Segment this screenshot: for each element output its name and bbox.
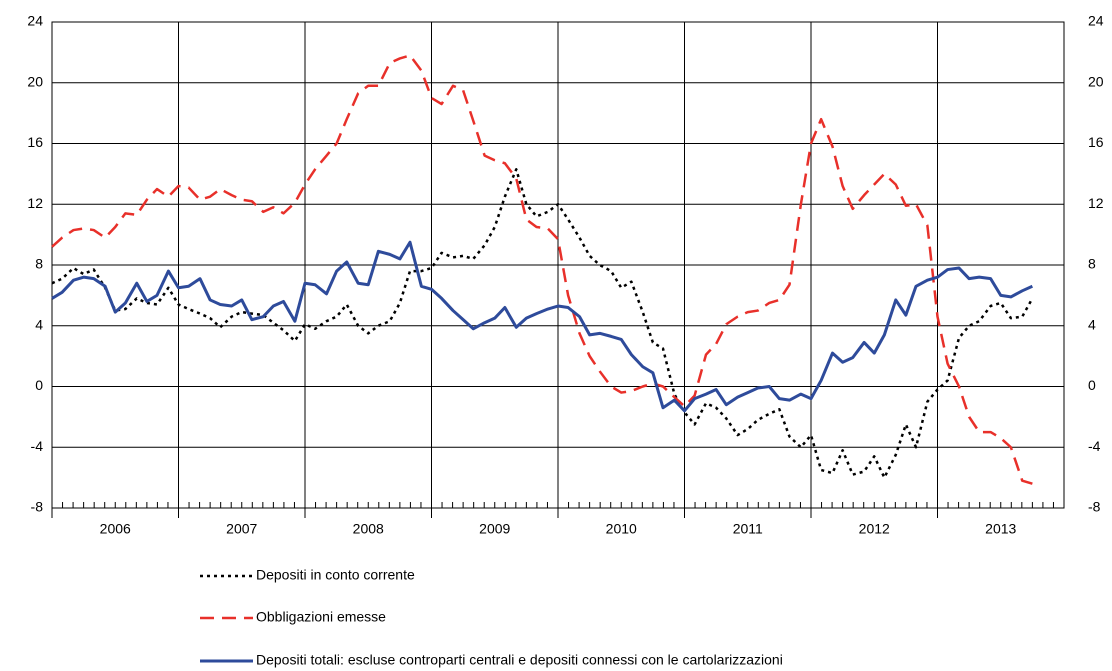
y-tick-label: 8 <box>35 256 43 272</box>
series-line <box>51 168 1034 479</box>
legend-label: Depositi totali: escluse controparti cen… <box>256 652 783 668</box>
y2-tick-label: 4 <box>1088 316 1096 332</box>
y2-tick-label: 20 <box>1088 73 1104 89</box>
y2-tick-label: 0 <box>1088 377 1096 393</box>
y-tick-label: 24 <box>27 13 43 29</box>
y2-tick-label: 12 <box>1088 195 1104 211</box>
y-tick-label: 12 <box>27 195 43 211</box>
legend-label: Depositi in conto corrente <box>256 567 415 583</box>
y-tick-label: 0 <box>35 377 43 393</box>
x-tick-label: 2008 <box>353 521 384 537</box>
x-tick-label: 2011 <box>733 521 763 537</box>
y2-tick-label: 24 <box>1088 13 1104 29</box>
y-tick-label: -4 <box>31 438 44 454</box>
y-tick-label: 4 <box>35 316 43 332</box>
x-tick-label: 2012 <box>859 521 890 537</box>
series-line <box>51 54 1033 485</box>
y2-tick-label: -8 <box>1088 499 1101 515</box>
x-tick-label: 2009 <box>479 521 510 537</box>
y-tick-label: -8 <box>31 499 44 515</box>
y2-tick-label: -4 <box>1088 438 1101 454</box>
x-tick-label: 2010 <box>606 521 637 537</box>
y2-tick-label: 16 <box>1088 134 1104 150</box>
y-tick-label: 20 <box>27 73 43 89</box>
series-line <box>51 240 1033 413</box>
y-tick-label: 16 <box>27 134 43 150</box>
legend-label: Obbligazioni emesse <box>256 609 386 625</box>
x-tick-label: 2007 <box>226 521 257 537</box>
y2-tick-label: 8 <box>1088 256 1096 272</box>
x-tick-label: 2006 <box>100 521 131 537</box>
x-tick-label: 2013 <box>985 521 1016 537</box>
